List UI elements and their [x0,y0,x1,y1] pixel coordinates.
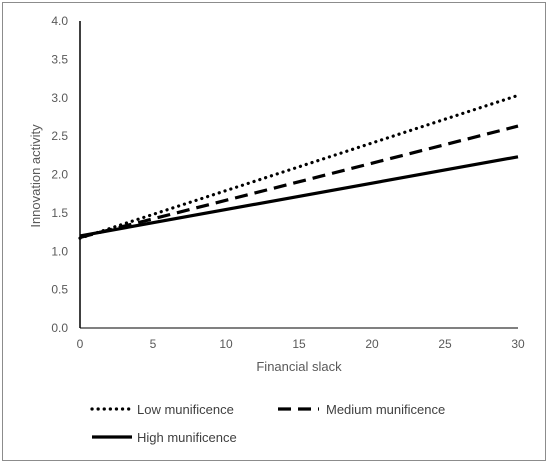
legend-item-low: Low munificence [90,402,234,417]
legend: Low munificence Medium munificence High … [90,402,445,445]
series-lines [78,93,520,240]
x-tick-labels: 0 5 10 15 20 25 30 [77,337,525,351]
y-tick-label: 4.0 [51,14,68,28]
x-tick-label: 10 [219,337,233,351]
x-tick-label: 20 [365,337,379,351]
y-axis-title: Innovation activity [28,124,43,228]
legend-label-low: Low munificence [137,402,234,417]
y-tick-label: 1.0 [51,244,68,258]
y-tick-label: 3.5 [51,52,68,66]
x-tick-label: 0 [77,337,84,351]
y-tick-labels: 0.0 0.5 1.0 1.5 2.0 2.5 3.0 3.5 4.0 [51,14,68,335]
y-tick-label: 2.0 [51,168,68,182]
x-tick-label: 5 [150,337,157,351]
y-tick-label: 0.0 [51,321,68,335]
legend-item-medium: Medium munificence [278,402,445,417]
legend-label-medium: Medium munificence [326,402,445,417]
x-tick-label: 30 [511,337,525,351]
legend-label-high: High munificence [137,430,237,445]
y-tick-label: 3.0 [51,91,68,105]
x-tick-label: 25 [438,337,452,351]
chart-frame [2,2,546,461]
y-tick-label: 2.5 [51,129,68,143]
series-line-medium [79,124,519,239]
y-tick-label: 0.5 [51,283,68,297]
x-tick-label: 15 [292,337,306,351]
x-axis-title: Financial slack [256,359,342,374]
y-tick-label: 1.5 [51,206,68,220]
legend-item-high: High munificence [92,430,237,445]
series-line-high [79,155,519,238]
series-line-low [78,93,520,240]
